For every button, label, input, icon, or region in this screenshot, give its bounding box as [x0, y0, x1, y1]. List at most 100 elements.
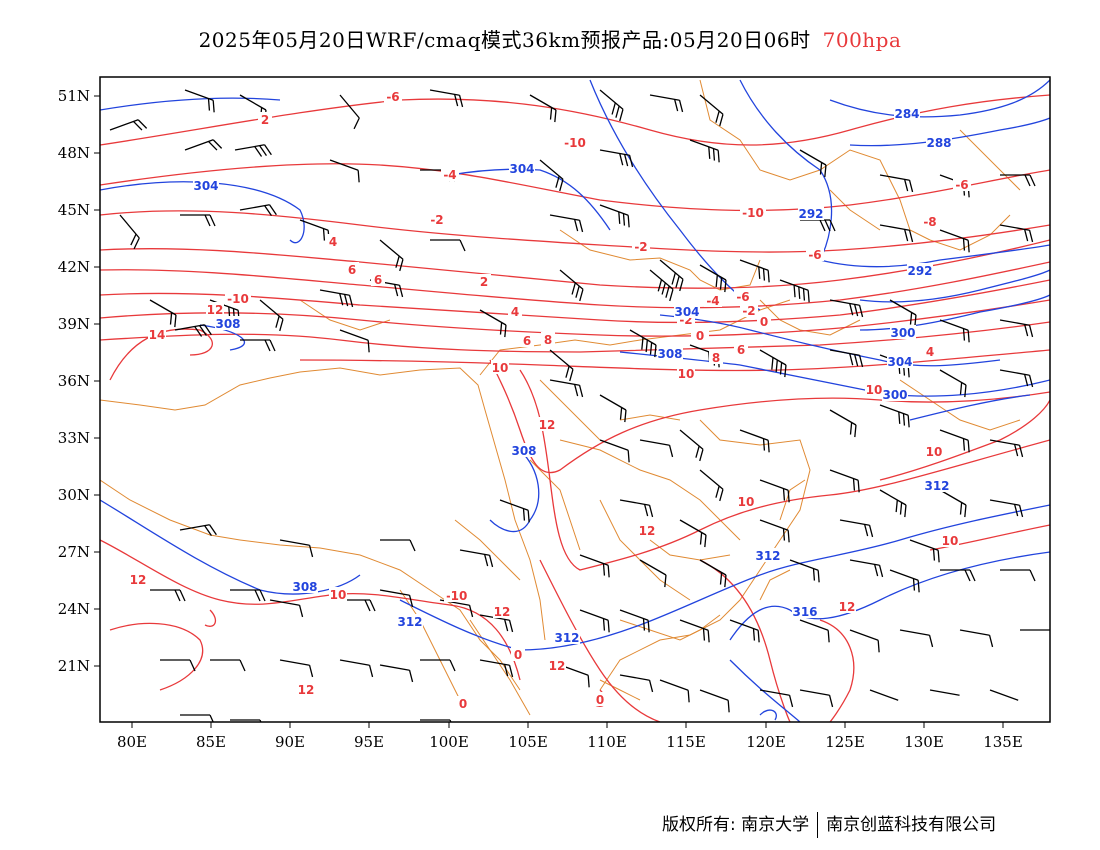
height-isoline: [819, 244, 1050, 268]
temperature-label: 10: [942, 534, 959, 548]
boundary-line: [239, 539, 521, 691]
lat-tick-label: 48N: [58, 144, 90, 162]
boundary-line: [100, 367, 546, 641]
wind-barb: [699, 264, 727, 293]
wind-barb: [174, 324, 212, 337]
height-isoline: [489, 449, 540, 533]
temperature-isoline: [100, 299, 1050, 337]
boundary-line: [299, 299, 391, 331]
wind-barb: [230, 589, 266, 602]
temperature-label: 6: [348, 263, 356, 277]
wind-barb: [759, 689, 794, 708]
wind-barb: [699, 689, 730, 713]
temperature-label: 10: [926, 445, 943, 459]
wind-barb: [234, 144, 272, 157]
temperature-label: 12: [207, 303, 224, 317]
wind-barb: [184, 139, 223, 151]
title-main: 2025年05月20日WRF/cmaq模式36km预报产品:05月20日06时: [198, 28, 811, 52]
height-label: 304: [509, 162, 534, 176]
wind-barb: [379, 239, 404, 272]
wind-barb: [699, 469, 724, 502]
boundary-line: [759, 569, 791, 601]
map-title: 2025年05月20日WRF/cmaq模式36km预报产品:05月20日06时 7…: [0, 24, 1100, 53]
wind-barb: [529, 94, 557, 123]
wind-barb: [269, 599, 304, 618]
wind-barb: [909, 539, 940, 563]
lat-tick-label: 39N: [58, 315, 90, 333]
temperature-label: -8: [923, 215, 936, 229]
height-label: 312: [554, 631, 579, 645]
wind-barb: [929, 689, 960, 696]
lon-tick-label: 120E: [746, 733, 786, 751]
wind-barb: [539, 159, 564, 192]
wind-barb: [679, 429, 704, 462]
wind-barb: [180, 214, 216, 227]
height-label: 304: [193, 179, 218, 193]
wind-barb: [559, 269, 584, 302]
wind-barb: [789, 559, 820, 583]
wind-barb: [989, 499, 1024, 518]
height-label: 312: [397, 615, 422, 629]
wind-barb: [959, 629, 994, 648]
wind-barb: [549, 214, 584, 233]
footer-divider: [817, 812, 819, 838]
height-label: 308: [511, 444, 536, 458]
height-isoline: [849, 117, 1050, 147]
temperature-label: -6: [736, 290, 749, 304]
lon-tick-label: 115E: [666, 733, 706, 751]
height-label: 304: [887, 355, 912, 369]
boundary-line: [619, 414, 681, 421]
temperature-label: 4: [329, 235, 337, 249]
wind-barb: [579, 554, 610, 578]
wind-barb: [829, 349, 864, 368]
temperature-isoline: [699, 559, 791, 722]
height-isoline: [739, 79, 833, 261]
temperature-isoline: [489, 359, 1050, 474]
wind-barb: [829, 469, 860, 493]
temperature-label: 8: [544, 333, 552, 347]
temperature-label: 10: [330, 588, 347, 602]
lat-tick-label: 30N: [58, 486, 90, 504]
temperature-label: 4: [511, 305, 519, 319]
wind-barb: [699, 559, 727, 588]
boundary-line: [759, 299, 861, 336]
boundary-line: [829, 189, 881, 231]
temperature-label: -2: [430, 213, 443, 227]
wind-barb: [180, 714, 216, 722]
temperature-isoline: [100, 163, 1050, 212]
temperature-isoline: [100, 539, 521, 681]
wind-barb: [319, 289, 354, 308]
temperature-label: 10: [492, 361, 509, 375]
wind-barb: [459, 549, 494, 568]
wind-barb: [279, 659, 314, 678]
wind-barb: [849, 559, 884, 578]
wind-barb: [940, 569, 976, 582]
wind-barb: [479, 309, 507, 338]
wind-barb: [649, 94, 684, 113]
temperature-label: 0: [760, 315, 768, 329]
temperature-label: 12: [839, 600, 856, 614]
wind-barb: [989, 689, 1019, 701]
height-isoline: [199, 324, 245, 351]
copyright-left: 版权所有: 南京大学: [662, 815, 810, 835]
temperature-label: -6: [808, 248, 821, 262]
wind-barb: [629, 329, 657, 358]
wind-barb: [339, 329, 370, 353]
wind-barb: [729, 619, 760, 643]
wind-barb: [429, 89, 464, 108]
wind-barb: [184, 89, 215, 113]
height-isoline: [829, 79, 1050, 118]
height-label: 312: [924, 479, 949, 493]
height-label: 292: [798, 207, 823, 221]
boundary-line: [959, 129, 1021, 191]
wind-barb: [479, 659, 514, 678]
height-isoline: [909, 394, 1031, 421]
temperature-label: -2: [742, 304, 755, 318]
wind-barb: [210, 659, 246, 672]
height-isoline: [859, 269, 1050, 303]
height-labels: 3043042842882922923083043003083043003083…: [193, 106, 952, 645]
height-label: 308: [292, 580, 317, 594]
lon-tick-label: 80E: [117, 733, 147, 751]
lon-tick-label: 130E: [904, 733, 944, 751]
